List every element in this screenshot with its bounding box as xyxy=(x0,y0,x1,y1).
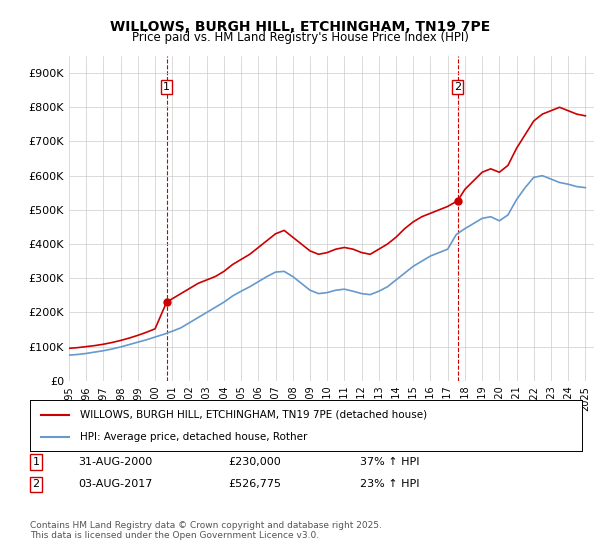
Text: WILLOWS, BURGH HILL, ETCHINGHAM, TN19 7PE: WILLOWS, BURGH HILL, ETCHINGHAM, TN19 7P… xyxy=(110,20,490,34)
Text: Contains HM Land Registry data © Crown copyright and database right 2025.
This d: Contains HM Land Registry data © Crown c… xyxy=(30,521,382,540)
Text: 1: 1 xyxy=(163,82,170,92)
Text: 2: 2 xyxy=(454,82,461,92)
Text: HPI: Average price, detached house, Rother: HPI: Average price, detached house, Roth… xyxy=(80,432,307,442)
Text: 23% ↑ HPI: 23% ↑ HPI xyxy=(360,479,419,489)
Text: £526,775: £526,775 xyxy=(228,479,281,489)
Text: WILLOWS, BURGH HILL, ETCHINGHAM, TN19 7PE (detached house): WILLOWS, BURGH HILL, ETCHINGHAM, TN19 7P… xyxy=(80,409,427,419)
Text: 2: 2 xyxy=(32,479,40,489)
Text: 1: 1 xyxy=(32,457,40,467)
Text: 31-AUG-2000: 31-AUG-2000 xyxy=(78,457,152,467)
Text: £230,000: £230,000 xyxy=(228,457,281,467)
Text: Price paid vs. HM Land Registry's House Price Index (HPI): Price paid vs. HM Land Registry's House … xyxy=(131,31,469,44)
Text: 03-AUG-2017: 03-AUG-2017 xyxy=(78,479,152,489)
Text: 37% ↑ HPI: 37% ↑ HPI xyxy=(360,457,419,467)
